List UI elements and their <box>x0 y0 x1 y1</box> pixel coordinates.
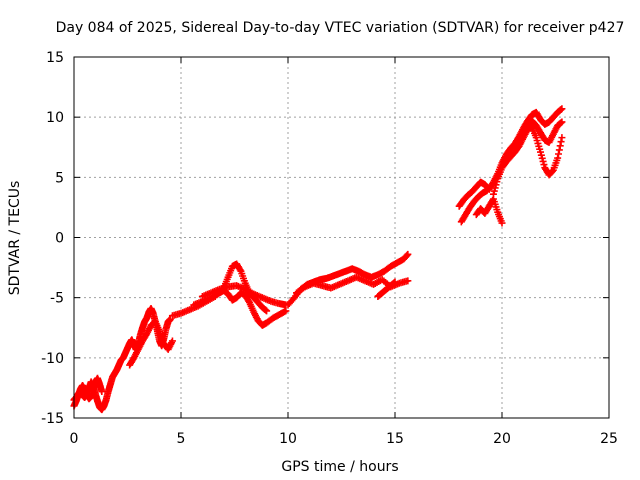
data-point <box>554 150 562 158</box>
y-tick-label: -5 <box>50 291 64 307</box>
data-point <box>557 138 565 146</box>
data-points <box>70 105 566 414</box>
x-tick-label: 25 <box>600 431 618 447</box>
data-point <box>556 142 564 150</box>
data-point <box>166 315 174 323</box>
data-point <box>263 307 271 315</box>
data-point <box>168 337 176 345</box>
x-tick-label: 0 <box>70 431 79 447</box>
data-point <box>98 388 106 396</box>
data-point <box>558 134 566 142</box>
axis-ticks <box>73 56 610 419</box>
y-tick-labels: -15 -10 -5 0 5 10 15 <box>41 50 64 427</box>
data-point <box>555 146 563 154</box>
y-tick-label: -10 <box>41 351 64 367</box>
y-axis-label: SDTVAR / TECUs <box>7 181 23 296</box>
x-tick-label: 20 <box>493 431 511 447</box>
data-point <box>391 278 399 286</box>
data-point <box>558 105 566 113</box>
y-tick-label: 10 <box>46 110 64 126</box>
chart-title: Day 084 of 2025, Sidereal Day-to-day VTE… <box>56 20 625 36</box>
data-point <box>404 250 412 258</box>
x-axis-label: GPS time / hours <box>281 459 398 475</box>
data-point <box>483 187 491 195</box>
x-tick-labels: 0 5 10 15 20 25 <box>70 431 618 447</box>
data-point <box>403 251 411 259</box>
y-tick-label: 15 <box>46 50 64 66</box>
data-point <box>558 118 566 126</box>
data-point <box>282 307 290 315</box>
data-point <box>236 266 244 274</box>
data-point <box>554 154 562 162</box>
x-tick-label: 5 <box>177 431 186 447</box>
x-tick-label: 10 <box>279 431 297 447</box>
data-point <box>498 219 506 227</box>
x-tick-label: 15 <box>386 431 404 447</box>
y-tick-label: -15 <box>41 411 64 427</box>
y-tick-label: 0 <box>55 231 64 247</box>
grid-lines <box>74 57 609 418</box>
data-point <box>404 277 412 285</box>
y-tick-label: 5 <box>55 170 64 186</box>
